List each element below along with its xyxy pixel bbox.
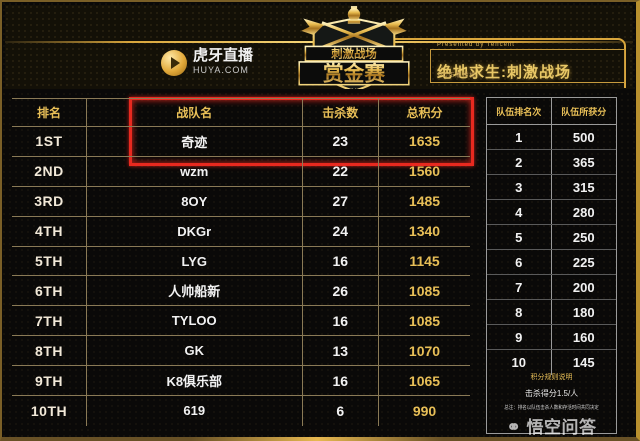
svg-text:2019: 2019 <box>347 88 361 89</box>
svg-text:赏金赛: 赏金赛 <box>323 62 385 86</box>
svg-text:刺激战场: 刺激战场 <box>330 46 376 60</box>
